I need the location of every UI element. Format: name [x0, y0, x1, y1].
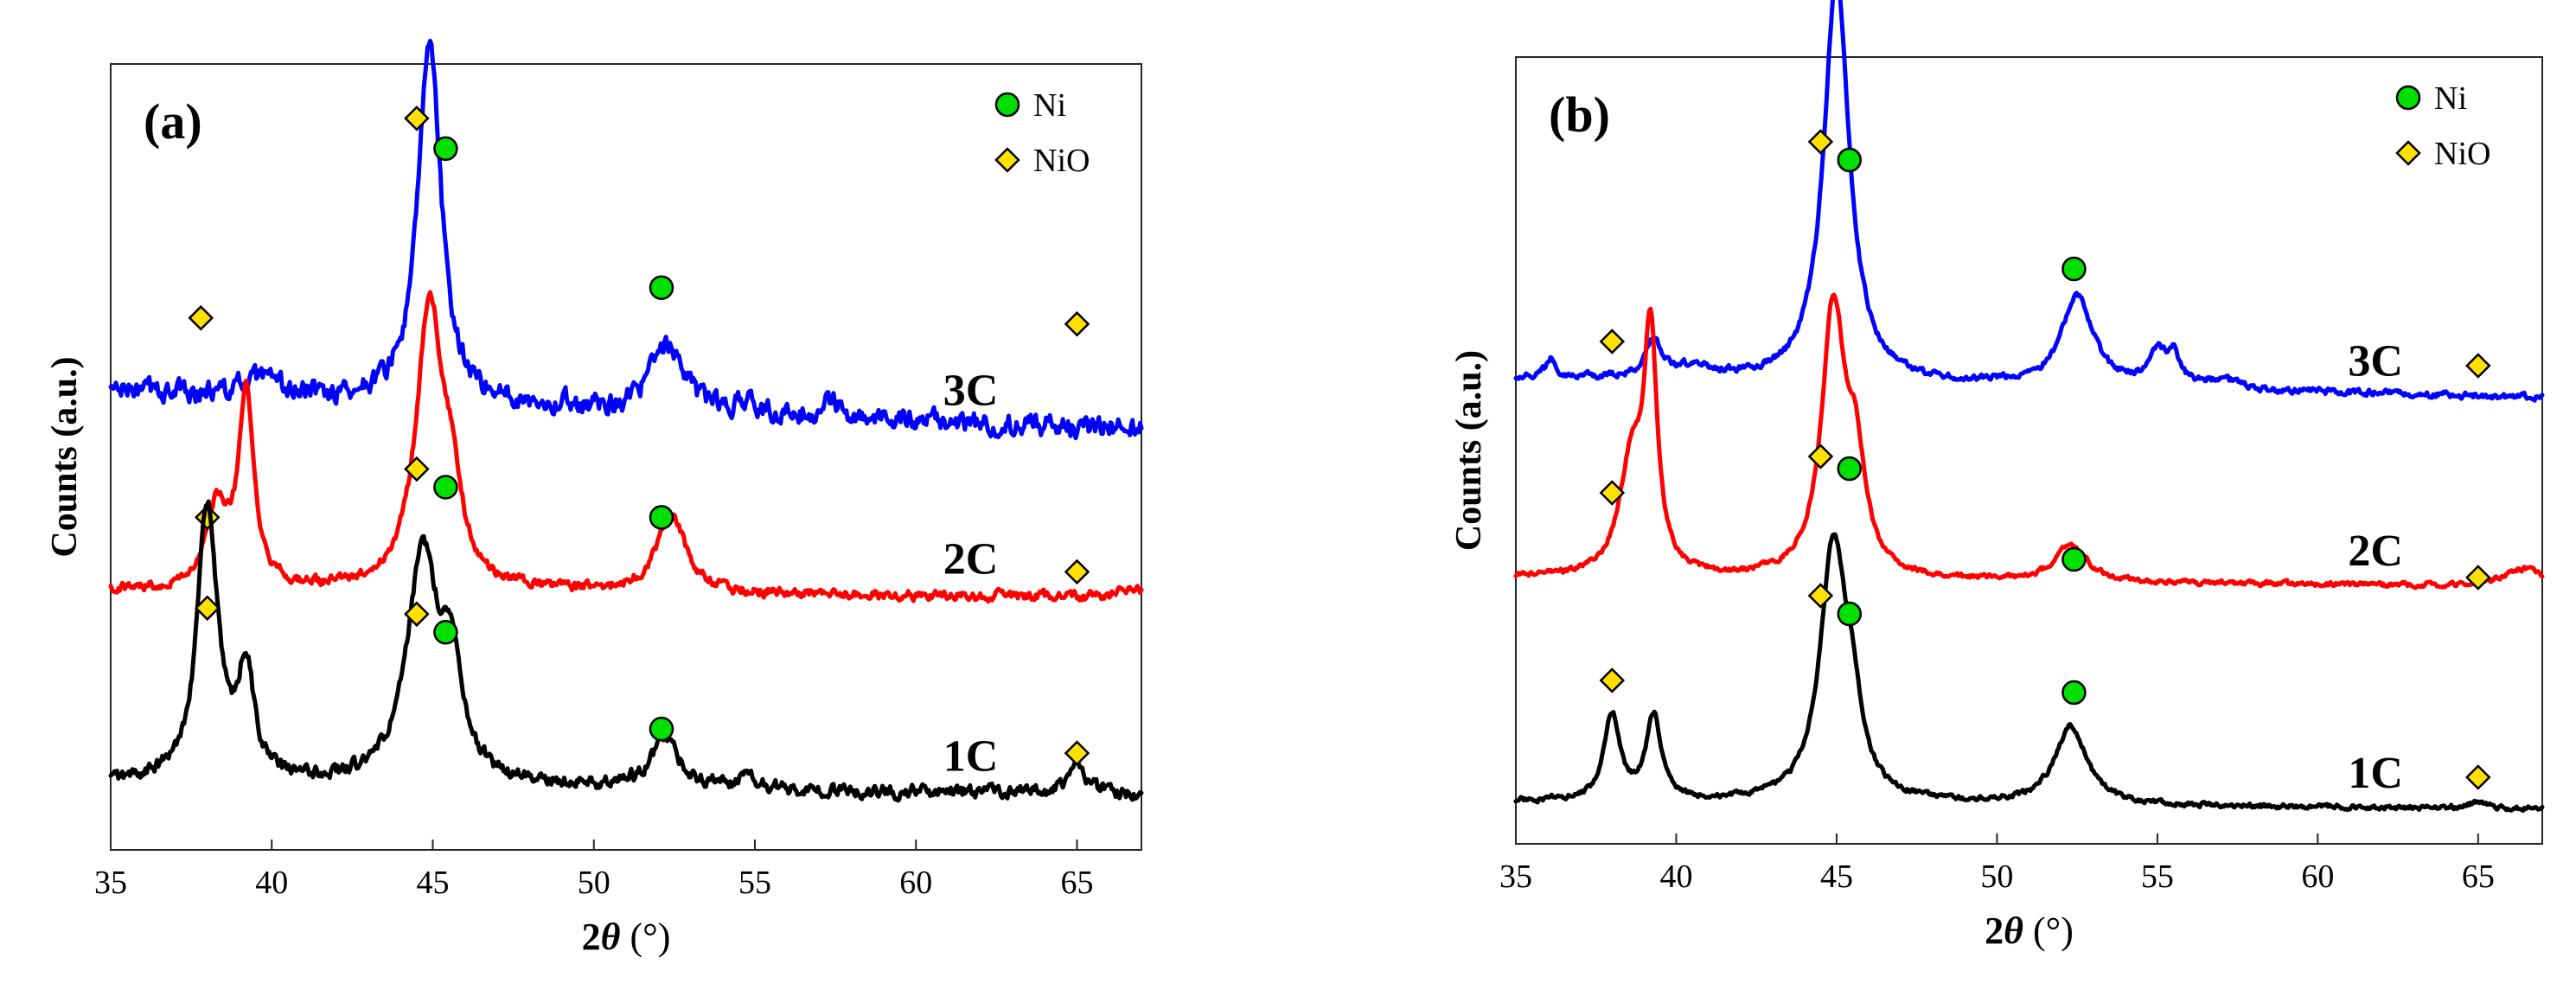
x-tick-label: 55 — [2141, 859, 2174, 895]
peak-marker-nio — [195, 595, 221, 622]
x-axis-label-main: 2 — [1985, 910, 2004, 952]
peak-marker-ni — [1837, 147, 1863, 173]
peak-marker-ni — [1837, 601, 1863, 627]
peak-marker-ni — [433, 136, 458, 162]
x-tick-label: 45 — [417, 865, 450, 901]
series-label-3c: 3C — [943, 366, 999, 415]
series-label-1c: 1C — [943, 732, 999, 782]
series-line-3c — [1513, 0, 2545, 403]
legend-marker-nio — [2395, 140, 2421, 166]
y-axis-label: Counts (a.u.) — [1449, 350, 1489, 551]
panel-b: 35 40 45 50 55 60 65 2θ (°) Counts (a.u.) (b) Ni Ni… — [1449, 0, 2545, 952]
peak-marker-ni — [649, 505, 674, 530]
peak-marker-nio — [1807, 129, 1834, 155]
x-axis-label: 2θ (°) — [582, 916, 671, 958]
legend-label-ni: Ni — [1033, 87, 1066, 124]
x-tick-label: 35 — [94, 865, 127, 901]
peak-marker-ni — [2061, 256, 2087, 282]
peak-marker-nio — [2465, 565, 2491, 591]
peak-marker-nio — [404, 105, 430, 131]
x-axis-label-unit: (°) — [2023, 910, 2074, 952]
x-axis-label-theta: θ — [2004, 910, 2023, 952]
x-tick-label: 50 — [578, 865, 610, 901]
peak-marker-nio — [188, 304, 214, 331]
legend-label-ni: Ni — [2434, 80, 2467, 117]
x-tick-label: 40 — [1659, 859, 1692, 895]
x-tick-label: 60 — [2301, 859, 2334, 895]
peak-marker-ni — [2061, 680, 2087, 706]
x-tick-label: 60 — [899, 865, 932, 901]
y-axis-label: Counts (a.u.) — [45, 356, 85, 557]
peak-marker-ni — [2061, 546, 2087, 572]
panel-a: 35 40 45 50 55 60 65 2θ (°) Counts (a.u.) (a) Ni Ni… — [45, 38, 1144, 958]
series-line-2c — [108, 290, 1144, 604]
peak-marker-nio — [1807, 444, 1834, 469]
panel-label: (a) — [144, 93, 202, 150]
peak-marker-nio — [2465, 764, 2491, 790]
peak-marker-ni — [433, 475, 458, 500]
series-label-2c: 2C — [2348, 527, 2403, 576]
x-axis-label-unit: (°) — [620, 916, 670, 958]
peak-marker-nio — [1064, 740, 1090, 766]
x-axis-label: 2θ (°) — [1985, 910, 2074, 952]
peak-marker-nio — [404, 456, 430, 482]
peak-marker-nio — [1064, 310, 1090, 337]
series-label-1c: 1C — [2348, 749, 2403, 798]
peak-marker-nio — [404, 601, 430, 628]
peak-marker-ni — [1837, 456, 1863, 482]
legend-marker-ni — [2395, 85, 2421, 111]
panel-label: (b) — [1549, 86, 1610, 143]
x-tick-label: 55 — [738, 865, 771, 901]
peak-marker-nio — [1599, 667, 1626, 693]
legend-marker-nio — [994, 147, 1020, 173]
x-tick-label: 65 — [2462, 859, 2495, 895]
x-tick-label: 65 — [1061, 865, 1094, 901]
x-tick-label: 40 — [255, 865, 288, 901]
peak-marker-ni — [433, 620, 458, 645]
plot-frame — [1515, 56, 2543, 845]
peak-marker-nio — [1064, 559, 1090, 585]
legend-marker-ni — [994, 92, 1020, 118]
peak-marker-nio — [1599, 329, 1626, 354]
x-tick-label: 35 — [1499, 859, 1532, 895]
peak-marker-nio — [1599, 480, 1626, 506]
legend-label-nio: NiO — [2434, 136, 2490, 172]
peak-marker-ni — [649, 275, 674, 300]
peak-marker-nio — [1807, 583, 1834, 609]
x-tick-label: 50 — [1980, 859, 2013, 895]
series-label-2c: 2C — [943, 534, 999, 584]
series-line-3c — [108, 38, 1144, 441]
x-tick-label: 45 — [1820, 859, 1853, 895]
series-line-1c — [108, 499, 1144, 803]
plot-frame — [110, 63, 1142, 851]
series-line-2c — [1513, 292, 2545, 591]
peak-marker-nio — [2465, 353, 2491, 379]
x-axis-label-theta: θ — [601, 916, 621, 958]
x-axis-label-main: 2 — [582, 916, 601, 958]
legend-label-nio: NiO — [1033, 143, 1090, 179]
peak-marker-ni — [649, 716, 674, 742]
series-line-1c — [1513, 532, 2545, 814]
series-label-3c: 3C — [2348, 336, 2403, 386]
